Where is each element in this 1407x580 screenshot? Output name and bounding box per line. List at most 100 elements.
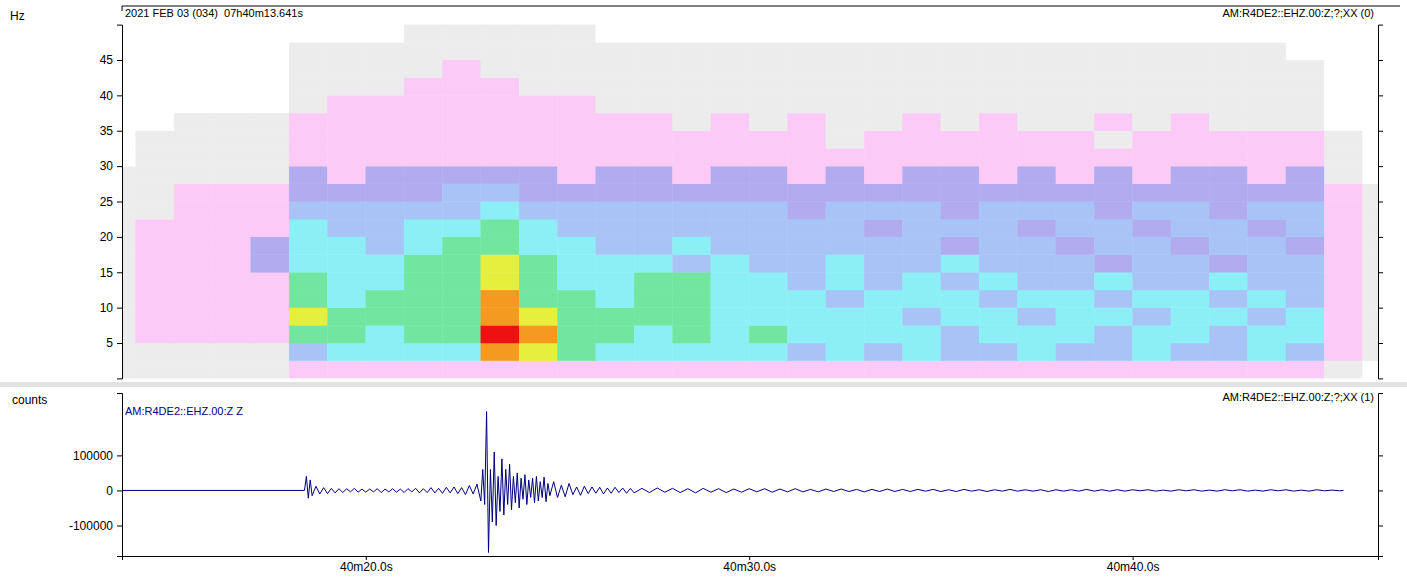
cell (251, 184, 289, 202)
cell (1324, 184, 1362, 202)
cell (442, 325, 480, 343)
cell (327, 308, 365, 326)
cell (519, 95, 557, 113)
cell (122, 308, 136, 326)
cell (1094, 202, 1132, 220)
cell (711, 148, 749, 166)
cell (212, 113, 250, 131)
cell (1094, 60, 1132, 78)
cell (634, 202, 672, 220)
cell (826, 113, 864, 131)
cell (1171, 272, 1209, 290)
y-axis-right (1378, 25, 1383, 379)
cell (1248, 290, 1286, 308)
cell (122, 113, 136, 131)
cell (1171, 202, 1209, 220)
cell (673, 25, 711, 43)
tick-mark (117, 60, 122, 61)
cell (788, 237, 826, 255)
cell (673, 255, 711, 273)
tick: 45 (100, 53, 122, 67)
cell (174, 25, 212, 43)
cell (1133, 255, 1171, 273)
cell (404, 78, 442, 96)
cell (366, 290, 404, 308)
cell (1248, 255, 1286, 273)
cell (826, 361, 864, 379)
cell (251, 148, 289, 166)
cell (1363, 219, 1378, 237)
cell (519, 78, 557, 96)
cell (366, 131, 404, 149)
cell (174, 78, 212, 96)
cell (327, 184, 365, 202)
cell (826, 131, 864, 149)
cell (979, 325, 1017, 343)
cell (711, 166, 749, 184)
cell (251, 255, 289, 273)
cell (519, 361, 557, 379)
cell (212, 219, 250, 237)
frame-line (122, 6, 1400, 7)
cell (1209, 255, 1247, 273)
cell (1094, 237, 1132, 255)
cell (1209, 343, 1247, 361)
cell (979, 42, 1017, 60)
cell (711, 361, 749, 379)
cell (212, 42, 250, 60)
cell (174, 113, 212, 131)
tick-mark (1378, 490, 1383, 491)
cell (1056, 237, 1094, 255)
cell (788, 25, 826, 43)
cell (596, 255, 634, 273)
cell (1324, 42, 1362, 60)
cell (289, 202, 327, 220)
tick: 40m20.0s (340, 556, 393, 574)
cell (941, 272, 979, 290)
tick: 10 (100, 301, 122, 315)
tick: 0 (106, 484, 122, 498)
cell (903, 272, 941, 290)
tick-label: 25 (100, 195, 114, 209)
cell (596, 343, 634, 361)
cell (558, 325, 596, 343)
cell (711, 184, 749, 202)
cell (174, 60, 212, 78)
cell (826, 219, 864, 237)
cell (174, 184, 212, 202)
cell (1094, 78, 1132, 96)
cell (941, 290, 979, 308)
cell (1056, 290, 1094, 308)
cell (864, 272, 902, 290)
cell (289, 361, 327, 379)
cell (519, 25, 557, 43)
cell (289, 343, 327, 361)
axis-line (117, 394, 123, 557)
cell (136, 290, 174, 308)
cell (941, 325, 979, 343)
cell (289, 290, 327, 308)
cell (979, 255, 1017, 273)
cell (1056, 25, 1094, 43)
cell (1324, 113, 1362, 131)
cell (481, 237, 519, 255)
tick-label: -100000 (69, 519, 113, 533)
cell (1248, 361, 1286, 379)
cell (1094, 219, 1132, 237)
cell (1056, 202, 1094, 220)
tick-mark (117, 131, 122, 132)
cell (1094, 113, 1132, 131)
cell (673, 308, 711, 326)
cell (1286, 131, 1324, 149)
cell (136, 113, 174, 131)
cell (174, 131, 212, 149)
cell (519, 60, 557, 78)
cell (788, 131, 826, 149)
cell (1248, 202, 1286, 220)
cell (1171, 343, 1209, 361)
cell (174, 237, 212, 255)
cell (251, 42, 289, 60)
cell (1209, 361, 1247, 379)
tick: 20 (100, 230, 122, 244)
tick-mark (117, 343, 122, 344)
